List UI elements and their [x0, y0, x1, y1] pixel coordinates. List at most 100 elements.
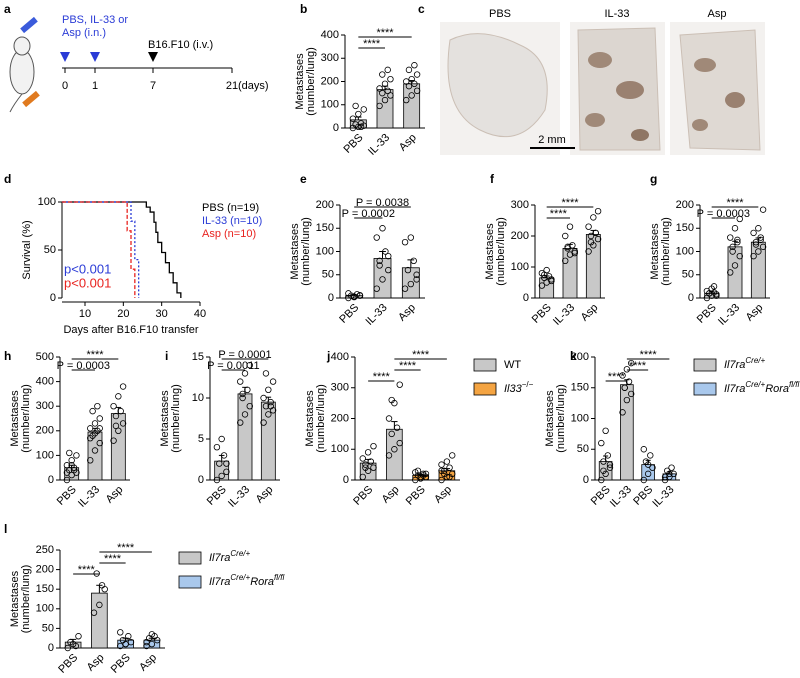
data-point	[223, 460, 230, 467]
y-tick-label: 0	[583, 474, 589, 486]
legend-label: PBS (n=19)	[202, 202, 259, 214]
legend-label-part: −/−	[522, 380, 534, 389]
treatment-text: PBS, IL-33 or	[62, 14, 128, 26]
data-point	[405, 82, 413, 90]
data-point	[562, 257, 569, 264]
data-point	[89, 407, 96, 415]
x-tick-label: Asp	[104, 484, 126, 506]
data-point	[564, 245, 571, 252]
y-tick-label: 100	[511, 261, 529, 273]
data-point	[67, 638, 74, 646]
data-point	[598, 476, 605, 484]
bar	[110, 413, 126, 481]
data-point	[396, 381, 403, 388]
significance-label: ****	[363, 38, 381, 50]
data-point	[594, 207, 602, 215]
x-tick-label: PBS	[341, 132, 365, 156]
data-point	[548, 277, 555, 285]
legend-label: IL-33 (n=10)	[202, 215, 262, 227]
data-point	[628, 390, 635, 398]
data-point	[640, 446, 647, 453]
data-point	[388, 396, 395, 404]
x-tick-label: IL-33	[716, 302, 742, 328]
data-point	[73, 452, 80, 459]
panel-label: j	[326, 349, 330, 363]
data-point	[408, 92, 415, 99]
significance-label: ****	[726, 197, 744, 209]
data-point	[757, 234, 764, 241]
data-point	[404, 266, 412, 274]
data-point	[96, 439, 103, 447]
data-point	[587, 238, 595, 246]
data-point	[600, 467, 607, 474]
x-tick-label: 10	[79, 308, 91, 320]
x-tick-label: Asp	[137, 652, 159, 674]
data-point	[379, 89, 386, 97]
y-axis-label: (number/lung)	[20, 384, 32, 452]
data-point	[355, 110, 362, 118]
data-point	[91, 420, 99, 427]
histology-images	[440, 22, 765, 155]
y-tick-label: 200	[571, 351, 589, 363]
data-point	[96, 415, 103, 422]
y-tick-label: 100	[571, 412, 589, 424]
legend-swatch	[178, 575, 202, 589]
y-tick-label: 300	[36, 400, 54, 412]
y-tick-label: 0	[333, 122, 339, 134]
data-point	[246, 403, 253, 410]
legend-label: Il7raCre/+Rorafl/fl	[724, 380, 799, 395]
data-point	[376, 262, 383, 269]
x-tick-label: Asp	[254, 484, 276, 506]
significance-label: ****	[412, 349, 430, 361]
data-point	[752, 241, 760, 248]
data-point	[414, 467, 422, 474]
y-tick-label: 150	[571, 382, 589, 394]
data-point	[262, 403, 270, 410]
data-point	[360, 106, 367, 113]
data-point	[68, 462, 75, 469]
timeline-label: 21	[226, 80, 238, 92]
legend-label-part: fl/fl	[274, 573, 284, 582]
data-point	[566, 223, 574, 230]
legend-swatch	[693, 382, 717, 396]
y-tick-label: 500	[36, 351, 54, 363]
data-point	[379, 276, 386, 283]
data-point	[376, 257, 383, 264]
data-point	[381, 96, 389, 104]
y-axis-label: Metastases	[159, 390, 171, 447]
data-point	[239, 394, 246, 402]
data-point	[345, 290, 352, 297]
legend-swatch	[473, 358, 497, 372]
data-point	[96, 601, 103, 609]
data-point	[75, 633, 82, 640]
x-tick-label: 40	[194, 308, 206, 320]
data-point	[411, 62, 418, 69]
data-point	[710, 283, 718, 290]
survival-curve	[62, 201, 140, 298]
data-point	[598, 439, 605, 447]
y-tick-label: 200	[36, 425, 54, 437]
data-point	[356, 292, 364, 299]
data-point	[246, 362, 253, 369]
data-point	[384, 66, 391, 74]
data-point	[729, 243, 736, 251]
legend-label: Il7raCre/+	[209, 549, 251, 564]
data-point	[72, 642, 80, 650]
data-point	[119, 383, 127, 390]
data-point	[403, 78, 410, 85]
legend-swatch	[178, 551, 202, 565]
data-point	[393, 424, 401, 431]
survival-curve	[62, 201, 182, 298]
data-point	[604, 452, 611, 459]
panel-label: h	[4, 349, 11, 363]
data-point	[640, 476, 647, 484]
data-point	[64, 644, 71, 652]
data-point	[241, 411, 249, 418]
data-point	[385, 415, 393, 422]
data-point	[362, 464, 369, 471]
timeline-label: 1	[92, 80, 98, 92]
y-tick-label: 0	[50, 292, 56, 304]
x-tick-label: Asp	[432, 484, 454, 506]
y-tick-label: 5	[198, 433, 204, 445]
significance-label: ****	[550, 208, 568, 220]
